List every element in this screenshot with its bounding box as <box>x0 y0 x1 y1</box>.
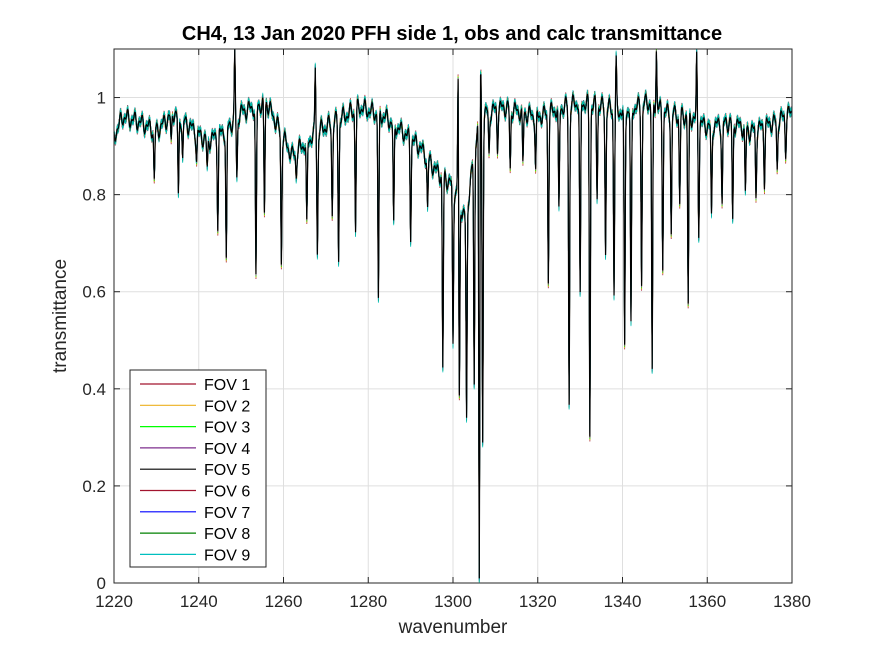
legend-entry: FOV 8 <box>204 526 250 543</box>
series-line <box>113 48 793 579</box>
x-axis-label: wavenumber <box>398 617 508 638</box>
y-tick-label: 0.4 <box>82 380 106 399</box>
y-tick-labels: 0 0.2 0.4 0.6 0.8 1 <box>82 89 106 593</box>
x-tick-label: 1280 <box>349 592 387 611</box>
y-axis-label: transmittance <box>50 259 71 373</box>
legend-entry: FOV 3 <box>204 420 250 437</box>
y-tick-label: 0.8 <box>82 186 106 205</box>
grid-lines <box>113 49 793 584</box>
chart-title: CH4, 13 Jan 2020 PFH side 1, obs and cal… <box>182 23 722 45</box>
legend-entry: FOV 4 <box>204 441 250 458</box>
series-lines <box>113 48 793 584</box>
legend-entry: FOV 5 <box>204 462 250 479</box>
axis-ticks <box>113 49 793 584</box>
legend-entry: FOV 1 <box>204 377 250 394</box>
x-tick-label: 1220 <box>95 592 133 611</box>
y-tick-label: 0.6 <box>82 283 106 302</box>
x-tick-label: 1380 <box>773 592 811 611</box>
x-tick-label: 1320 <box>519 592 557 611</box>
x-tick-label: 1340 <box>604 592 642 611</box>
y-tick-label: 0 <box>97 574 106 593</box>
y-tick-label: 1 <box>97 89 106 108</box>
legend-box <box>129 369 267 568</box>
legend: FOV 1 FOV 2 FOV 3 FOV 4 FOV 5 FOV 6 FOV 7 FOV 8… <box>129 369 267 568</box>
legend-entry: FOV 9 <box>204 547 250 564</box>
x-tick-label: 1360 <box>688 592 726 611</box>
x-tick-label: 1240 <box>180 592 218 611</box>
y-tick-label: 0.2 <box>82 477 106 496</box>
legend-entry: FOV 6 <box>204 484 250 501</box>
x-tick-label: 1260 <box>265 592 303 611</box>
x-tick-labels: 1220 1240 1260 1280 1300 1320 1340 1360 1380 <box>95 592 811 611</box>
legend-entry: FOV 2 <box>204 398 250 415</box>
x-tick-label: 1300 <box>434 592 472 611</box>
legend-entry: FOV 7 <box>204 505 250 522</box>
